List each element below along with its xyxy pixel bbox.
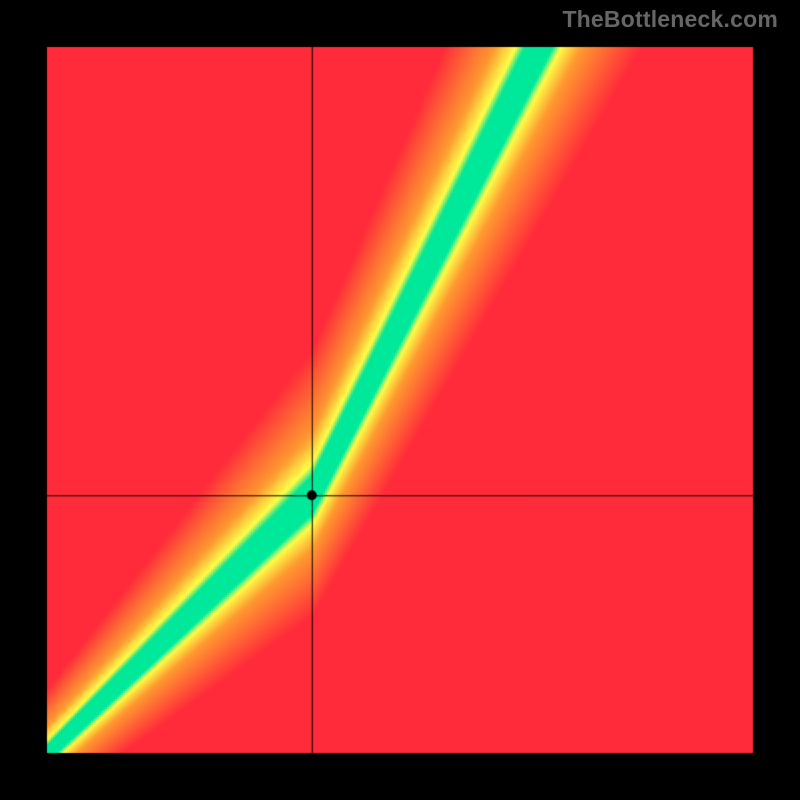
watermark-text: TheBottleneck.com <box>562 6 778 33</box>
bottleneck-heatmap <box>0 0 800 800</box>
chart-container: TheBottleneck.com <box>0 0 800 800</box>
